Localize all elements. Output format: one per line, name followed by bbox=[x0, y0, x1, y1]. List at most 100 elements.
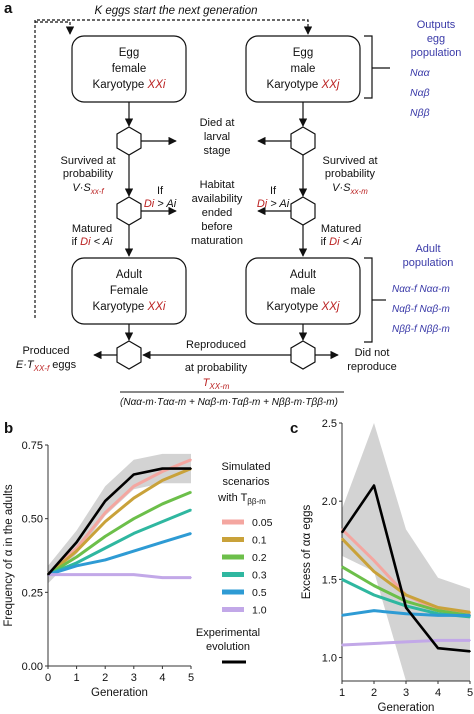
egg-male-line3: Karyotype XXj bbox=[267, 79, 340, 91]
outputs-title-2: egg bbox=[427, 33, 445, 45]
data-point bbox=[104, 520, 106, 523]
data-point bbox=[75, 565, 78, 567]
y-tick-label: 1.5 bbox=[322, 574, 337, 586]
data-point bbox=[437, 606, 439, 609]
data-point bbox=[133, 573, 135, 576]
denominator: (Nαα-m·Tαα-m + Nαβ-m·Tαβ-m + Nββ-m·Tββ-m… bbox=[120, 397, 338, 408]
x-tick-label: 1 bbox=[339, 687, 345, 699]
data-point bbox=[133, 497, 135, 499]
data-point bbox=[104, 500, 106, 502]
y-tick-label: 2.0 bbox=[322, 496, 337, 508]
data-point bbox=[75, 573, 78, 576]
data-point bbox=[469, 611, 471, 613]
did-not-line1: Did not bbox=[355, 347, 390, 359]
x-tick-label: 2 bbox=[371, 687, 377, 699]
data-point bbox=[161, 467, 164, 470]
died-line2: larval bbox=[204, 131, 230, 143]
hexagon-node-l2 bbox=[116, 196, 142, 226]
data-point bbox=[133, 550, 135, 552]
y-tick-label: 2.5 bbox=[322, 418, 337, 430]
data-point bbox=[469, 614, 471, 617]
produced-formula: E·TXX-f eggs bbox=[16, 359, 77, 373]
habitat-line3: ended bbox=[202, 207, 233, 219]
hexagon-node-r3 bbox=[290, 340, 316, 370]
x-tick-label: 3 bbox=[131, 672, 137, 684]
x-axis-label: Generation bbox=[378, 702, 435, 714]
data-point bbox=[104, 547, 106, 549]
data-point bbox=[75, 541, 78, 544]
x-tick-label: 2 bbox=[102, 672, 108, 684]
hexagon-node-r1 bbox=[290, 126, 316, 156]
data-point bbox=[104, 511, 106, 514]
adult-male-line3: Karyotype XXj bbox=[267, 301, 340, 313]
chart-b: 0.00 0.25 0.50 0.75 0 1 2 3 4 5 Generation Frequenc… bbox=[3, 440, 194, 699]
data-point bbox=[341, 531, 343, 534]
data-point bbox=[161, 470, 164, 473]
data-point bbox=[133, 517, 135, 520]
x-tick-label: 4 bbox=[435, 687, 441, 699]
hexagon-node-l1 bbox=[116, 126, 142, 156]
outputs-title-3: population bbox=[411, 47, 462, 59]
x-tick-label: 3 bbox=[403, 687, 409, 699]
data-point bbox=[161, 503, 164, 505]
legend-label: 1.0 bbox=[252, 605, 267, 617]
outputs-title-1: Outputs bbox=[417, 19, 456, 31]
data-point bbox=[75, 550, 78, 552]
data-point bbox=[104, 573, 106, 576]
reproduced-line2: at probability bbox=[185, 362, 248, 374]
data-point bbox=[405, 641, 407, 643]
did-not-line2: reproduce bbox=[347, 361, 397, 373]
habitat-line1: Habitat bbox=[200, 179, 235, 191]
hexagon-node-r2 bbox=[290, 196, 316, 226]
matured-right-line1: Matured bbox=[321, 223, 361, 235]
data-point bbox=[405, 606, 407, 609]
data-point bbox=[190, 491, 192, 493]
adult-population-row-2: Nαβ-f Nαβ-m bbox=[392, 304, 450, 315]
matured-left-cond: if Di < Ai bbox=[72, 236, 113, 248]
data-point bbox=[469, 639, 471, 642]
chart-c: 1.0 1.5 2.0 2.5 1 2 3 4 5 Generation Excess of αα … bbox=[301, 418, 473, 714]
series-line-0-1 bbox=[47, 467, 192, 576]
series-line-0-5 bbox=[47, 531, 192, 577]
hexagon-node-l3 bbox=[116, 340, 142, 370]
habitat-line2: availability bbox=[192, 193, 243, 205]
reproduced-line1: Reproduced bbox=[186, 339, 246, 351]
legend-b: 0.05 0.1 0.2 0.3 0.5 1.0 bbox=[222, 517, 273, 617]
data-point bbox=[133, 473, 135, 476]
data-point bbox=[373, 570, 375, 573]
legend-exp-1: Experimental bbox=[196, 627, 260, 639]
matured-left-line1: Matured bbox=[72, 223, 112, 235]
data-point bbox=[373, 584, 375, 587]
habitat-line5: maturation bbox=[191, 235, 243, 247]
x-tick-label: 4 bbox=[159, 672, 165, 684]
data-point bbox=[437, 647, 439, 649]
series-line-experimental-evolution bbox=[47, 467, 191, 576]
adult-population-title-1: Adult bbox=[415, 243, 440, 255]
y-tick-label: 0.75 bbox=[22, 440, 43, 452]
data-point bbox=[341, 566, 343, 568]
series-line-0-3 bbox=[47, 508, 192, 577]
legend-title-1: Simulated bbox=[222, 461, 271, 473]
if-right-line1: If bbox=[270, 185, 277, 197]
data-point bbox=[161, 520, 164, 523]
data-point bbox=[190, 458, 192, 461]
if-left-line1: If bbox=[157, 185, 164, 197]
survived-right-line1: Survived at bbox=[322, 155, 377, 167]
adult-population-bracket bbox=[364, 257, 373, 343]
y-tick-label: 0.50 bbox=[22, 514, 43, 526]
legend-label: 0.5 bbox=[252, 587, 267, 599]
data-point bbox=[373, 559, 375, 562]
adult-population-row-1: Nαα-f Nαα-m bbox=[392, 284, 450, 295]
survived-right-line2: probability bbox=[325, 168, 376, 180]
y-axis-label: Excess of αα eggs bbox=[301, 505, 313, 600]
legend-title-2: scenarios bbox=[222, 476, 270, 488]
legend-label: 0.2 bbox=[252, 552, 267, 564]
data-point bbox=[104, 535, 106, 538]
reproduced-formula: TXX-m bbox=[203, 377, 230, 391]
panel-label-c: c bbox=[290, 420, 298, 437]
data-point bbox=[437, 639, 439, 642]
x-tick-label: 5 bbox=[467, 687, 473, 699]
if-left-cond: Di > Ai bbox=[144, 198, 177, 210]
adult-female-line2: Female bbox=[110, 285, 148, 297]
